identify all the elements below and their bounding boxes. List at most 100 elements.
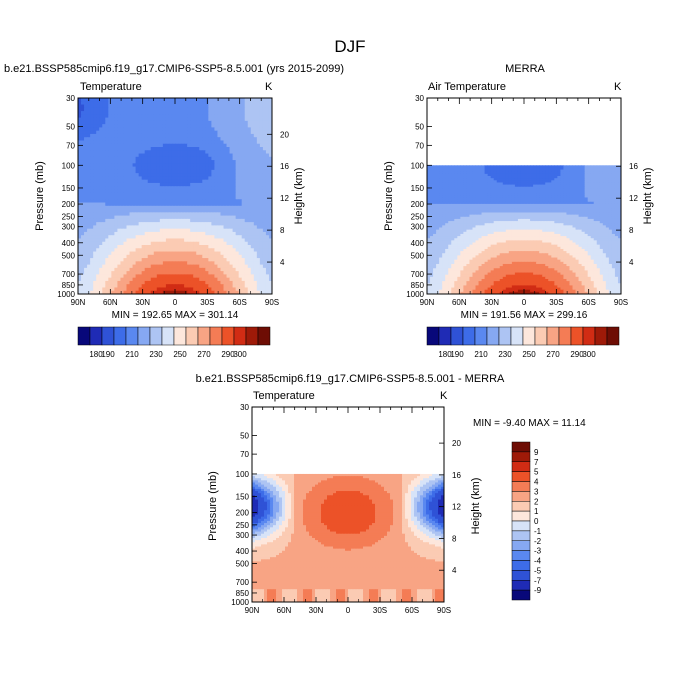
field-cell [84,140,88,145]
field-cell [430,167,434,170]
field-cell [226,150,230,154]
field-cell [102,137,106,141]
field-cell [533,197,537,201]
field-cell [153,147,158,151]
field-cell [238,209,243,213]
field-cell [141,261,146,265]
field-cell [181,101,185,105]
field-cell [469,167,473,170]
field-cell [475,184,479,188]
field-cell [156,202,161,207]
field-cell [123,147,127,151]
field-cell [551,191,555,194]
field-cell [129,280,133,285]
field-cell [250,205,255,210]
field-cell [569,197,573,201]
field-cell [202,261,206,265]
field-cell [596,178,601,181]
field-cell [78,277,82,282]
field-cell [199,280,203,285]
field-cell [205,137,209,141]
field-cell [190,261,194,265]
field-cell [162,173,167,177]
field-cell [114,98,118,102]
field-cell [171,290,176,295]
field-cell [560,186,564,190]
field-cell [120,209,124,213]
field-cell [123,215,127,220]
field-cell [87,192,91,197]
field-cell [493,184,498,188]
field-cell [147,290,152,295]
field-cell [253,264,258,269]
field-cell [184,192,188,197]
field-cell [241,284,246,288]
field-cell [187,251,191,256]
field-cell [223,189,227,194]
field-cell [175,284,179,288]
field-cell [193,254,197,259]
field-cell [87,261,91,265]
field-cell [196,199,200,203]
field-cell [238,111,243,115]
field-cell [436,188,440,192]
field-cell [244,117,249,122]
field-cell [193,163,197,167]
field-cell [614,180,619,183]
field-cell [527,195,531,198]
field-cell [247,274,252,279]
field-cell [259,199,264,203]
field-cell [235,277,240,282]
field-cell [478,184,482,188]
field-cell [235,173,240,177]
field-cell [539,188,543,192]
field-cell [81,267,85,272]
field-cell [214,147,218,151]
field-cell [217,248,221,252]
field-cell [196,120,200,125]
field-cell [262,231,267,236]
field-cell [502,186,507,190]
field-cell [111,111,115,115]
field-cell [123,182,127,187]
field-cell [208,127,212,132]
field-cell [454,182,458,186]
field-cell [184,228,188,233]
field-cell [144,173,149,177]
field-cell [187,277,191,282]
field-cell [593,184,598,188]
field-cell [220,114,224,118]
field-cell [96,186,100,190]
field-cell [214,130,218,135]
field-cell [132,166,136,171]
field-cell [208,209,212,213]
field-cell [178,222,182,226]
field-cell [102,251,106,256]
field-cell [105,264,109,269]
field-cell [129,176,133,181]
field-cell [171,143,176,148]
field-cell [87,212,91,216]
field-cell [87,140,91,145]
field-cell [436,165,440,168]
field-cell [178,117,182,122]
field-cell [93,290,97,295]
field-cell [226,182,230,187]
field-cell [611,191,616,194]
field-cell [78,251,82,256]
field-cell [165,169,170,174]
field-cell [581,195,586,198]
field-cell [229,280,233,285]
field-cell [114,205,118,210]
field-cell [614,182,619,186]
field-cell [190,290,194,295]
field-cell [123,225,127,230]
field-cell [602,169,607,173]
field-cell [484,171,489,175]
field-cell [587,197,592,201]
field-cell [238,215,243,220]
field-cell [87,202,91,207]
field-cell [111,130,115,135]
field-cell [241,280,246,285]
field-cell [244,160,249,164]
